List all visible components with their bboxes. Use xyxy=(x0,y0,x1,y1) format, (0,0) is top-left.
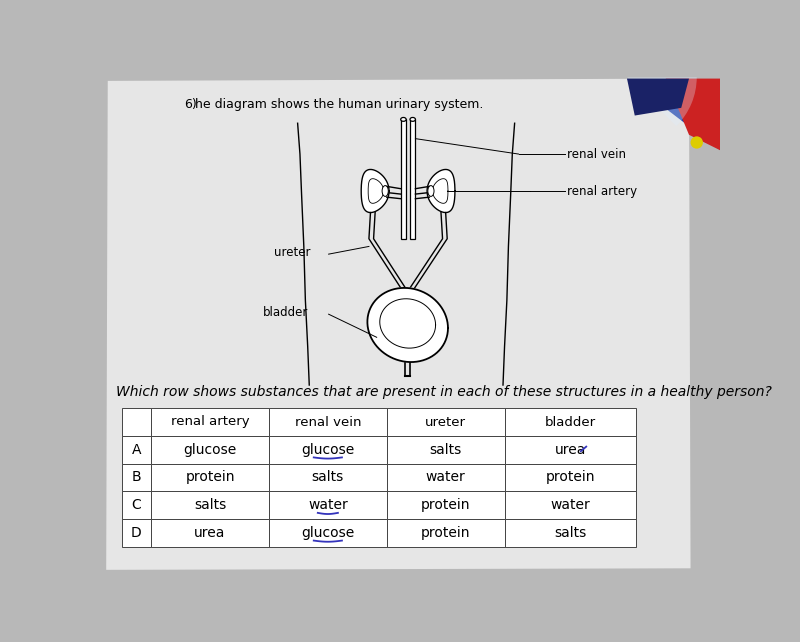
Text: glucose: glucose xyxy=(302,443,354,456)
Text: urea: urea xyxy=(554,443,586,456)
Text: glucose: glucose xyxy=(183,443,237,456)
Text: renal vein: renal vein xyxy=(294,415,361,428)
Polygon shape xyxy=(361,169,389,213)
Text: renal vein: renal vein xyxy=(567,148,626,160)
FancyBboxPatch shape xyxy=(505,491,636,519)
FancyBboxPatch shape xyxy=(122,519,151,547)
FancyBboxPatch shape xyxy=(269,519,386,547)
FancyBboxPatch shape xyxy=(386,519,505,547)
FancyBboxPatch shape xyxy=(505,519,636,547)
Text: A: A xyxy=(132,443,141,456)
Ellipse shape xyxy=(428,186,434,196)
Text: water: water xyxy=(308,498,348,512)
Text: he diagram shows the human urinary system.: he diagram shows the human urinary syste… xyxy=(194,98,483,111)
FancyBboxPatch shape xyxy=(151,519,269,547)
FancyBboxPatch shape xyxy=(269,464,386,491)
Text: ureter: ureter xyxy=(425,415,466,428)
Text: salts: salts xyxy=(430,443,462,456)
Polygon shape xyxy=(427,169,455,213)
Text: Which row shows substances that are present in each of these structures in a hea: Which row shows substances that are pres… xyxy=(115,385,771,399)
FancyBboxPatch shape xyxy=(122,491,151,519)
Ellipse shape xyxy=(401,117,406,121)
Text: urea: urea xyxy=(194,526,226,540)
FancyBboxPatch shape xyxy=(151,408,269,436)
Wedge shape xyxy=(627,77,697,126)
FancyBboxPatch shape xyxy=(122,436,151,464)
Text: bladder: bladder xyxy=(262,306,308,319)
Text: renal artery: renal artery xyxy=(567,184,638,198)
FancyBboxPatch shape xyxy=(151,464,269,491)
Text: water: water xyxy=(550,498,590,512)
Ellipse shape xyxy=(382,186,388,196)
Text: protein: protein xyxy=(421,498,470,512)
Text: glucose: glucose xyxy=(302,526,354,540)
Circle shape xyxy=(690,136,703,149)
FancyBboxPatch shape xyxy=(386,408,505,436)
Text: B: B xyxy=(132,471,142,485)
Text: salts: salts xyxy=(554,526,586,540)
FancyBboxPatch shape xyxy=(151,491,269,519)
Polygon shape xyxy=(367,288,448,362)
FancyBboxPatch shape xyxy=(386,436,505,464)
Text: salts: salts xyxy=(312,471,344,485)
Ellipse shape xyxy=(410,117,415,121)
FancyBboxPatch shape xyxy=(386,491,505,519)
FancyBboxPatch shape xyxy=(269,436,386,464)
Text: C: C xyxy=(131,498,142,512)
FancyBboxPatch shape xyxy=(269,408,386,436)
FancyBboxPatch shape xyxy=(505,408,636,436)
Text: protein: protein xyxy=(546,471,595,485)
FancyBboxPatch shape xyxy=(122,408,151,436)
FancyBboxPatch shape xyxy=(401,119,406,239)
Text: protein: protein xyxy=(186,471,235,485)
Polygon shape xyxy=(666,78,720,150)
Text: water: water xyxy=(426,471,466,485)
FancyBboxPatch shape xyxy=(410,119,415,239)
FancyBboxPatch shape xyxy=(505,464,636,491)
Polygon shape xyxy=(106,78,690,570)
Text: renal artery: renal artery xyxy=(170,415,250,428)
Polygon shape xyxy=(627,78,689,116)
FancyBboxPatch shape xyxy=(505,436,636,464)
Text: protein: protein xyxy=(421,526,470,540)
Text: ureter: ureter xyxy=(274,246,311,259)
FancyBboxPatch shape xyxy=(122,464,151,491)
Text: D: D xyxy=(131,526,142,540)
FancyBboxPatch shape xyxy=(386,464,505,491)
FancyBboxPatch shape xyxy=(269,491,386,519)
Text: salts: salts xyxy=(194,498,226,512)
Text: 6): 6) xyxy=(184,98,197,111)
Text: bladder: bladder xyxy=(545,415,596,428)
Polygon shape xyxy=(627,78,720,150)
FancyBboxPatch shape xyxy=(151,436,269,464)
